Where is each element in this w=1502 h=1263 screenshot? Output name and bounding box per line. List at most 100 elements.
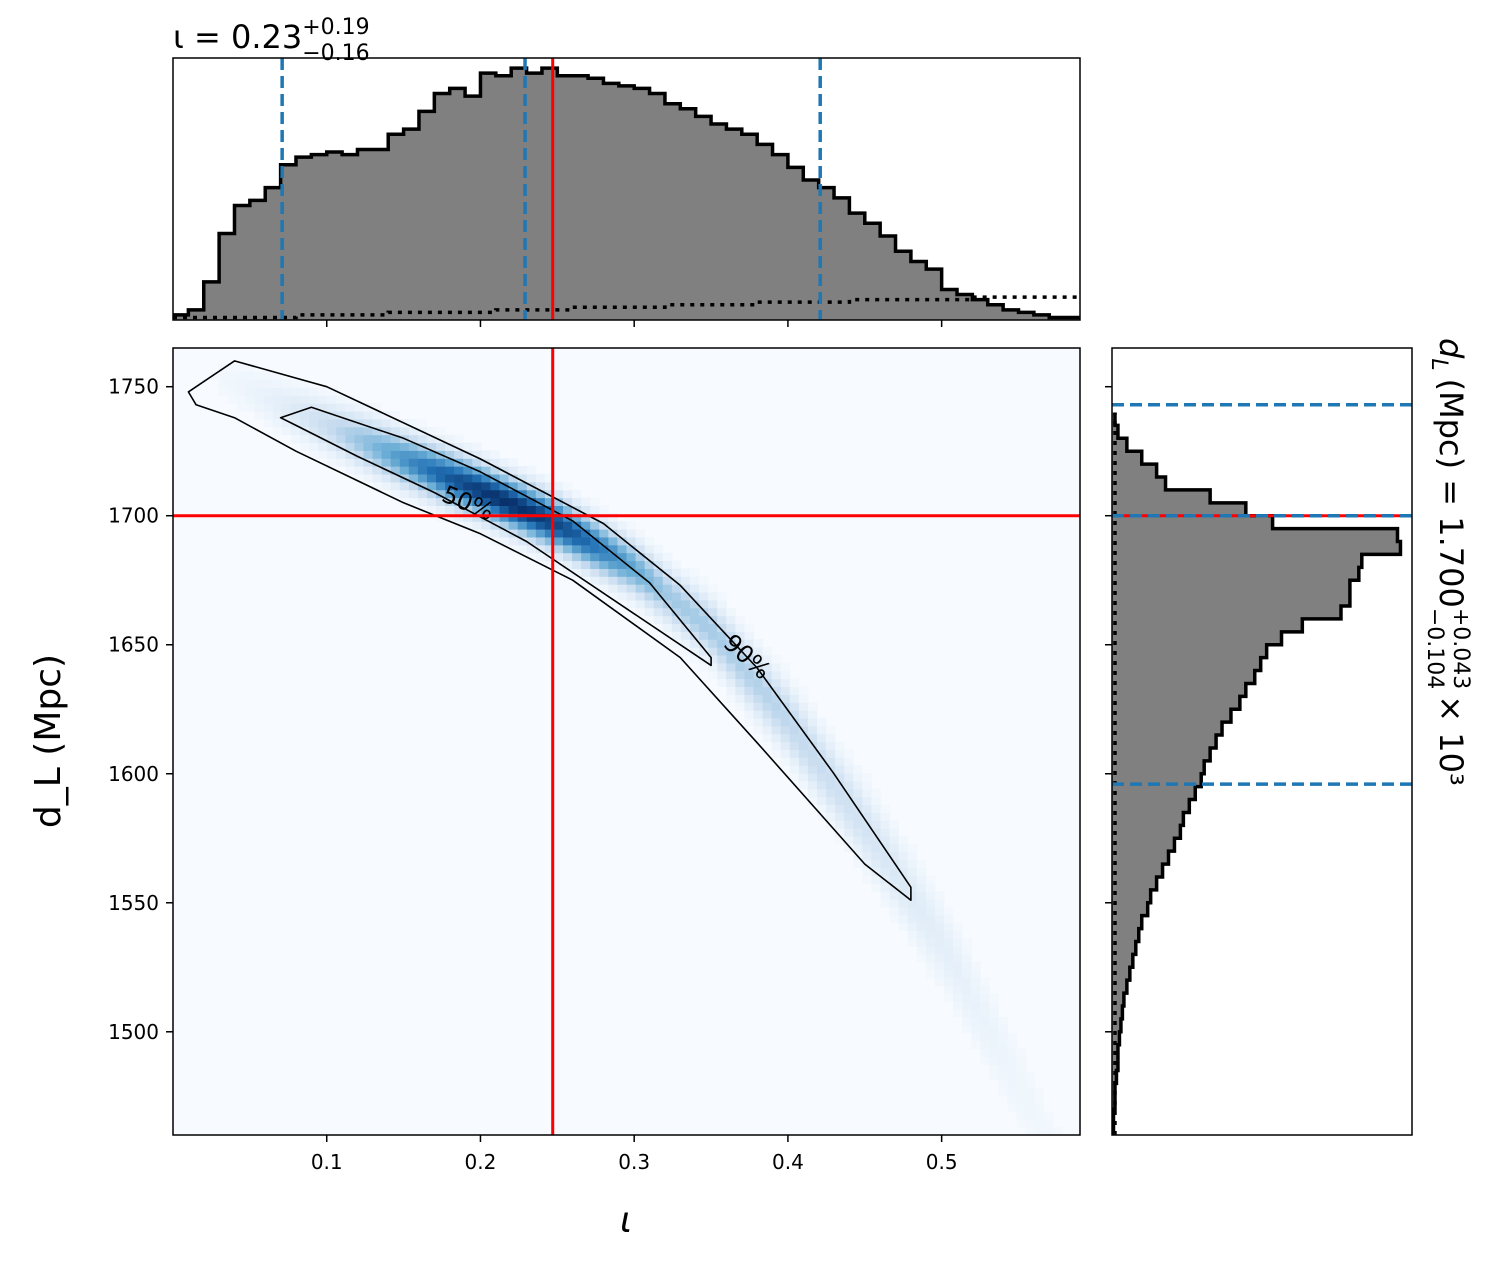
- heatmap-cell: [535, 536, 546, 546]
- heatmap-cell: [826, 780, 836, 790]
- heatmap-cell: [472, 489, 482, 499]
- heatmap-cell: [680, 631, 691, 640]
- heatmap-cell: [327, 434, 337, 444]
- heatmap-cell: [844, 828, 854, 837]
- heatmap-cell: [998, 1048, 1009, 1057]
- heatmap-cell: [862, 875, 872, 884]
- heatmap-cell: [336, 442, 346, 451]
- heatmap-cell: [544, 529, 555, 538]
- heatmap-cell: [309, 410, 319, 420]
- heatmap-cell: [662, 552, 673, 562]
- heatmap-cell: [962, 938, 972, 947]
- heatmap-cell: [807, 757, 818, 766]
- heatmap-cell: [862, 812, 872, 821]
- heatmap-cell: [417, 473, 428, 483]
- heatmap-cell: [980, 1032, 990, 1042]
- heatmap-cell: [481, 450, 492, 459]
- heatmap-cell: [989, 1048, 999, 1057]
- heatmap-cell: [653, 591, 664, 601]
- heatmap-cell: [426, 505, 437, 514]
- heatmap-cell: [254, 387, 265, 396]
- heatmap-cell: [735, 615, 746, 625]
- heatmap-cell: [426, 466, 437, 475]
- heatmap-cell: [871, 828, 882, 837]
- heatmap-cell: [826, 757, 836, 766]
- heatmap-cell: [227, 379, 238, 388]
- heatmap-cell: [236, 379, 247, 388]
- heatmap-cell: [363, 450, 374, 459]
- heatmap-cell: [390, 450, 401, 459]
- heatmap-cell: [399, 466, 410, 475]
- heatmap-cell: [327, 418, 337, 428]
- heatmap-cell: [798, 757, 809, 766]
- heatmap-cell: [417, 466, 428, 475]
- heatmap-cell: [544, 473, 555, 483]
- heatmap-cell: [798, 694, 809, 703]
- dl-title-symbol: d: [1432, 338, 1470, 359]
- heatmap-cell: [934, 898, 945, 908]
- heatmap-cell: [290, 395, 301, 404]
- heatmap-cell: [544, 544, 555, 554]
- heatmap-cell: [526, 529, 537, 538]
- heatmap-cell: [535, 544, 546, 554]
- heatmap-cell: [934, 977, 945, 987]
- heatmap-cell: [345, 434, 355, 444]
- heatmap-cell: [608, 544, 619, 554]
- heatmap-cell: [662, 560, 673, 569]
- heatmap-cell: [581, 505, 591, 514]
- heatmap-cell: [771, 678, 782, 688]
- heatmap-cell: [254, 410, 265, 420]
- heatmap-cell: [372, 481, 383, 491]
- heatmap-cell: [490, 473, 501, 483]
- heatmap-cell: [218, 371, 229, 381]
- heatmap-cell: [299, 434, 310, 444]
- heatmap-cell: [299, 379, 310, 388]
- heatmap-cell: [780, 662, 791, 672]
- heatmap-cell: [962, 1024, 972, 1034]
- heatmap-cell: [626, 591, 637, 601]
- heatmap-cell: [934, 961, 945, 971]
- heatmap-cell: [345, 442, 355, 451]
- heatmap-cell: [490, 466, 501, 475]
- heatmap-cell: [717, 654, 727, 664]
- heatmap-cell: [1016, 1087, 1027, 1097]
- heatmap-cell: [699, 647, 709, 656]
- heatmap-cell: [1007, 1064, 1018, 1073]
- heatmap-cell: [1034, 1127, 1045, 1135]
- joint-panel-frame: [172, 347, 1081, 1136]
- heatmap-cell: [916, 906, 927, 916]
- heatmap-cell: [662, 584, 673, 593]
- heatmap-cell: [816, 757, 827, 766]
- heatmap-cell: [644, 607, 655, 617]
- heatmap-cell: [390, 466, 401, 475]
- heatmap-cell: [971, 985, 981, 994]
- heatmap-cell: [689, 631, 700, 640]
- heatmap-cell: [572, 568, 582, 577]
- heatmap-cell: [862, 772, 872, 782]
- heatmap-cell: [345, 450, 355, 459]
- heatmap-cell: [563, 489, 573, 499]
- heatmap-cell: [544, 513, 555, 522]
- heatmap-cell: [281, 403, 292, 412]
- heatmap-cell: [953, 938, 963, 947]
- heatmap-cell: [590, 576, 600, 585]
- heatmap-cell: [753, 686, 764, 695]
- heatmap-cell: [617, 591, 628, 601]
- heatmap-cell: [1025, 1095, 1036, 1105]
- heatmap-cell: [689, 639, 700, 648]
- heatmap-cell: [880, 898, 891, 908]
- heatmap-cell: [962, 993, 972, 1002]
- x-tick-label: 0.4: [772, 1150, 804, 1174]
- heatmap-cell: [290, 410, 301, 420]
- heatmap-cell: [454, 466, 464, 475]
- heatmap-cell: [1007, 1056, 1018, 1065]
- heatmap-cell: [263, 371, 274, 381]
- heatmap-cell: [925, 891, 936, 900]
- heatmap-cell: [880, 883, 891, 892]
- heatmap-cell: [635, 552, 646, 562]
- heatmap-cell: [390, 426, 401, 436]
- heatmap-cell: [318, 395, 328, 404]
- heatmap-cell: [272, 395, 283, 404]
- heatmap-cell: [336, 434, 346, 444]
- heatmap-cell: [608, 584, 619, 593]
